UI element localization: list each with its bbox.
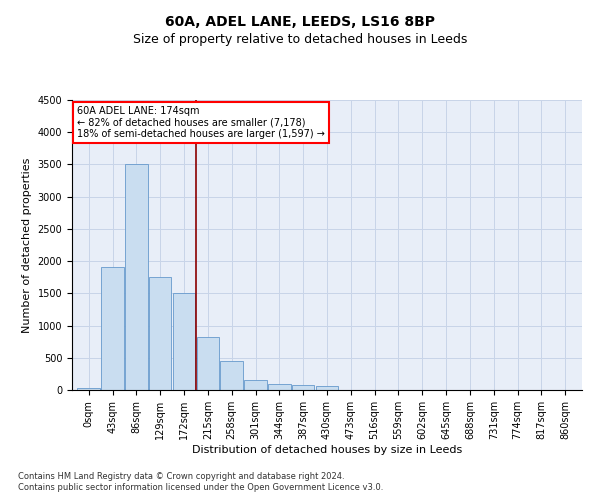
X-axis label: Distribution of detached houses by size in Leeds: Distribution of detached houses by size …: [192, 444, 462, 454]
Text: Contains HM Land Registry data © Crown copyright and database right 2024.: Contains HM Land Registry data © Crown c…: [18, 472, 344, 481]
Bar: [77, 388, 100, 390]
Bar: [292, 385, 314, 390]
Y-axis label: Number of detached properties: Number of detached properties: [22, 158, 32, 332]
Bar: [220, 361, 243, 390]
Bar: [125, 164, 148, 390]
Bar: [101, 267, 124, 390]
Text: Size of property relative to detached houses in Leeds: Size of property relative to detached ho…: [133, 32, 467, 46]
Text: Contains public sector information licensed under the Open Government Licence v3: Contains public sector information licen…: [18, 484, 383, 492]
Text: 60A ADEL LANE: 174sqm
← 82% of detached houses are smaller (7,178)
18% of semi-d: 60A ADEL LANE: 174sqm ← 82% of detached …: [77, 106, 325, 139]
Bar: [197, 336, 219, 390]
Bar: [268, 384, 290, 390]
Bar: [149, 277, 172, 390]
Bar: [244, 380, 267, 390]
Bar: [316, 386, 338, 390]
Text: 60A, ADEL LANE, LEEDS, LS16 8BP: 60A, ADEL LANE, LEEDS, LS16 8BP: [165, 15, 435, 29]
Bar: [173, 294, 196, 390]
